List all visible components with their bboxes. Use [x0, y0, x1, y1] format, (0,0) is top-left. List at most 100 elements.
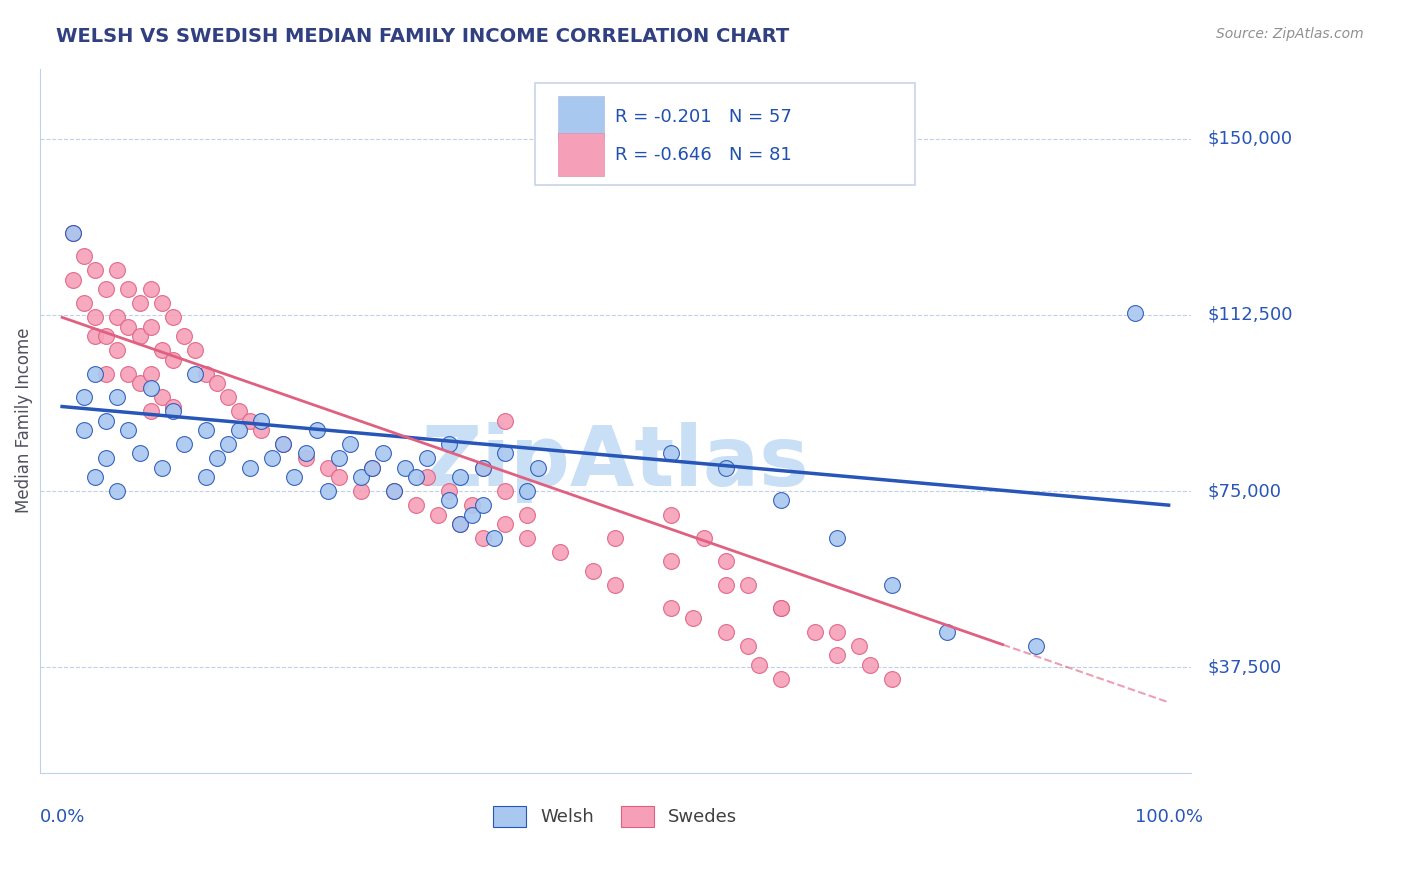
- Point: [150, 296, 173, 310]
- Point: [107, 310, 129, 325]
- Point: [294, 451, 316, 466]
- Point: [494, 414, 516, 428]
- Point: [748, 657, 770, 672]
- Point: [1025, 639, 1047, 653]
- Point: [205, 376, 228, 390]
- Point: [848, 639, 870, 653]
- Point: [107, 343, 129, 358]
- Point: [449, 516, 471, 531]
- Point: [449, 470, 471, 484]
- Legend: Welsh, Swedes: Welsh, Swedes: [486, 799, 745, 834]
- Point: [482, 531, 505, 545]
- Point: [139, 381, 162, 395]
- Point: [96, 414, 118, 428]
- Point: [659, 601, 682, 615]
- Point: [217, 390, 239, 404]
- Point: [548, 545, 571, 559]
- Point: [162, 352, 184, 367]
- Text: Source: ZipAtlas.com: Source: ZipAtlas.com: [1216, 27, 1364, 41]
- Point: [394, 460, 416, 475]
- Point: [427, 508, 450, 522]
- Point: [682, 611, 704, 625]
- Point: [803, 624, 825, 639]
- Point: [62, 273, 84, 287]
- Point: [128, 446, 150, 460]
- Text: $75,000: $75,000: [1208, 482, 1282, 500]
- Point: [96, 451, 118, 466]
- Point: [770, 601, 793, 615]
- Y-axis label: Median Family Income: Median Family Income: [15, 328, 32, 514]
- Point: [128, 329, 150, 343]
- Point: [250, 414, 273, 428]
- Point: [184, 343, 207, 358]
- Point: [107, 390, 129, 404]
- Point: [73, 296, 96, 310]
- Point: [361, 460, 384, 475]
- Point: [605, 531, 627, 545]
- Point: [139, 319, 162, 334]
- Point: [361, 460, 384, 475]
- Point: [494, 516, 516, 531]
- Point: [439, 493, 461, 508]
- Point: [714, 554, 737, 568]
- Point: [439, 437, 461, 451]
- Point: [350, 470, 373, 484]
- Text: 0.0%: 0.0%: [39, 808, 84, 826]
- Point: [416, 470, 439, 484]
- Point: [471, 498, 494, 512]
- Point: [825, 531, 848, 545]
- Point: [328, 451, 350, 466]
- Point: [825, 648, 848, 663]
- Point: [316, 460, 339, 475]
- Point: [62, 226, 84, 240]
- Point: [162, 404, 184, 418]
- Point: [273, 437, 295, 451]
- Point: [107, 263, 129, 277]
- Text: 100.0%: 100.0%: [1135, 808, 1202, 826]
- Point: [73, 423, 96, 437]
- Point: [139, 282, 162, 296]
- Point: [150, 390, 173, 404]
- Point: [96, 367, 118, 381]
- FancyBboxPatch shape: [558, 134, 603, 176]
- Point: [516, 508, 538, 522]
- Point: [693, 531, 716, 545]
- Point: [714, 624, 737, 639]
- Point: [770, 601, 793, 615]
- Point: [96, 282, 118, 296]
- Point: [162, 310, 184, 325]
- Point: [527, 460, 550, 475]
- Point: [305, 423, 328, 437]
- Point: [859, 657, 882, 672]
- Point: [150, 460, 173, 475]
- Point: [239, 460, 262, 475]
- Point: [162, 400, 184, 414]
- Point: [194, 423, 217, 437]
- Point: [516, 484, 538, 499]
- Point: [84, 329, 107, 343]
- Point: [659, 508, 682, 522]
- Point: [173, 329, 195, 343]
- Point: [96, 329, 118, 343]
- Point: [84, 470, 107, 484]
- Point: [150, 343, 173, 358]
- Point: [936, 624, 959, 639]
- Point: [382, 484, 405, 499]
- Point: [405, 498, 427, 512]
- Point: [714, 460, 737, 475]
- Point: [228, 423, 250, 437]
- Point: [405, 470, 427, 484]
- Point: [770, 672, 793, 686]
- Point: [339, 437, 361, 451]
- Point: [239, 414, 262, 428]
- Point: [494, 484, 516, 499]
- Point: [139, 404, 162, 418]
- Point: [582, 564, 605, 578]
- Point: [117, 367, 139, 381]
- Point: [205, 451, 228, 466]
- Point: [228, 404, 250, 418]
- Point: [273, 437, 295, 451]
- Text: R = -0.646   N = 81: R = -0.646 N = 81: [616, 145, 792, 163]
- Point: [128, 296, 150, 310]
- Text: $37,500: $37,500: [1208, 658, 1282, 676]
